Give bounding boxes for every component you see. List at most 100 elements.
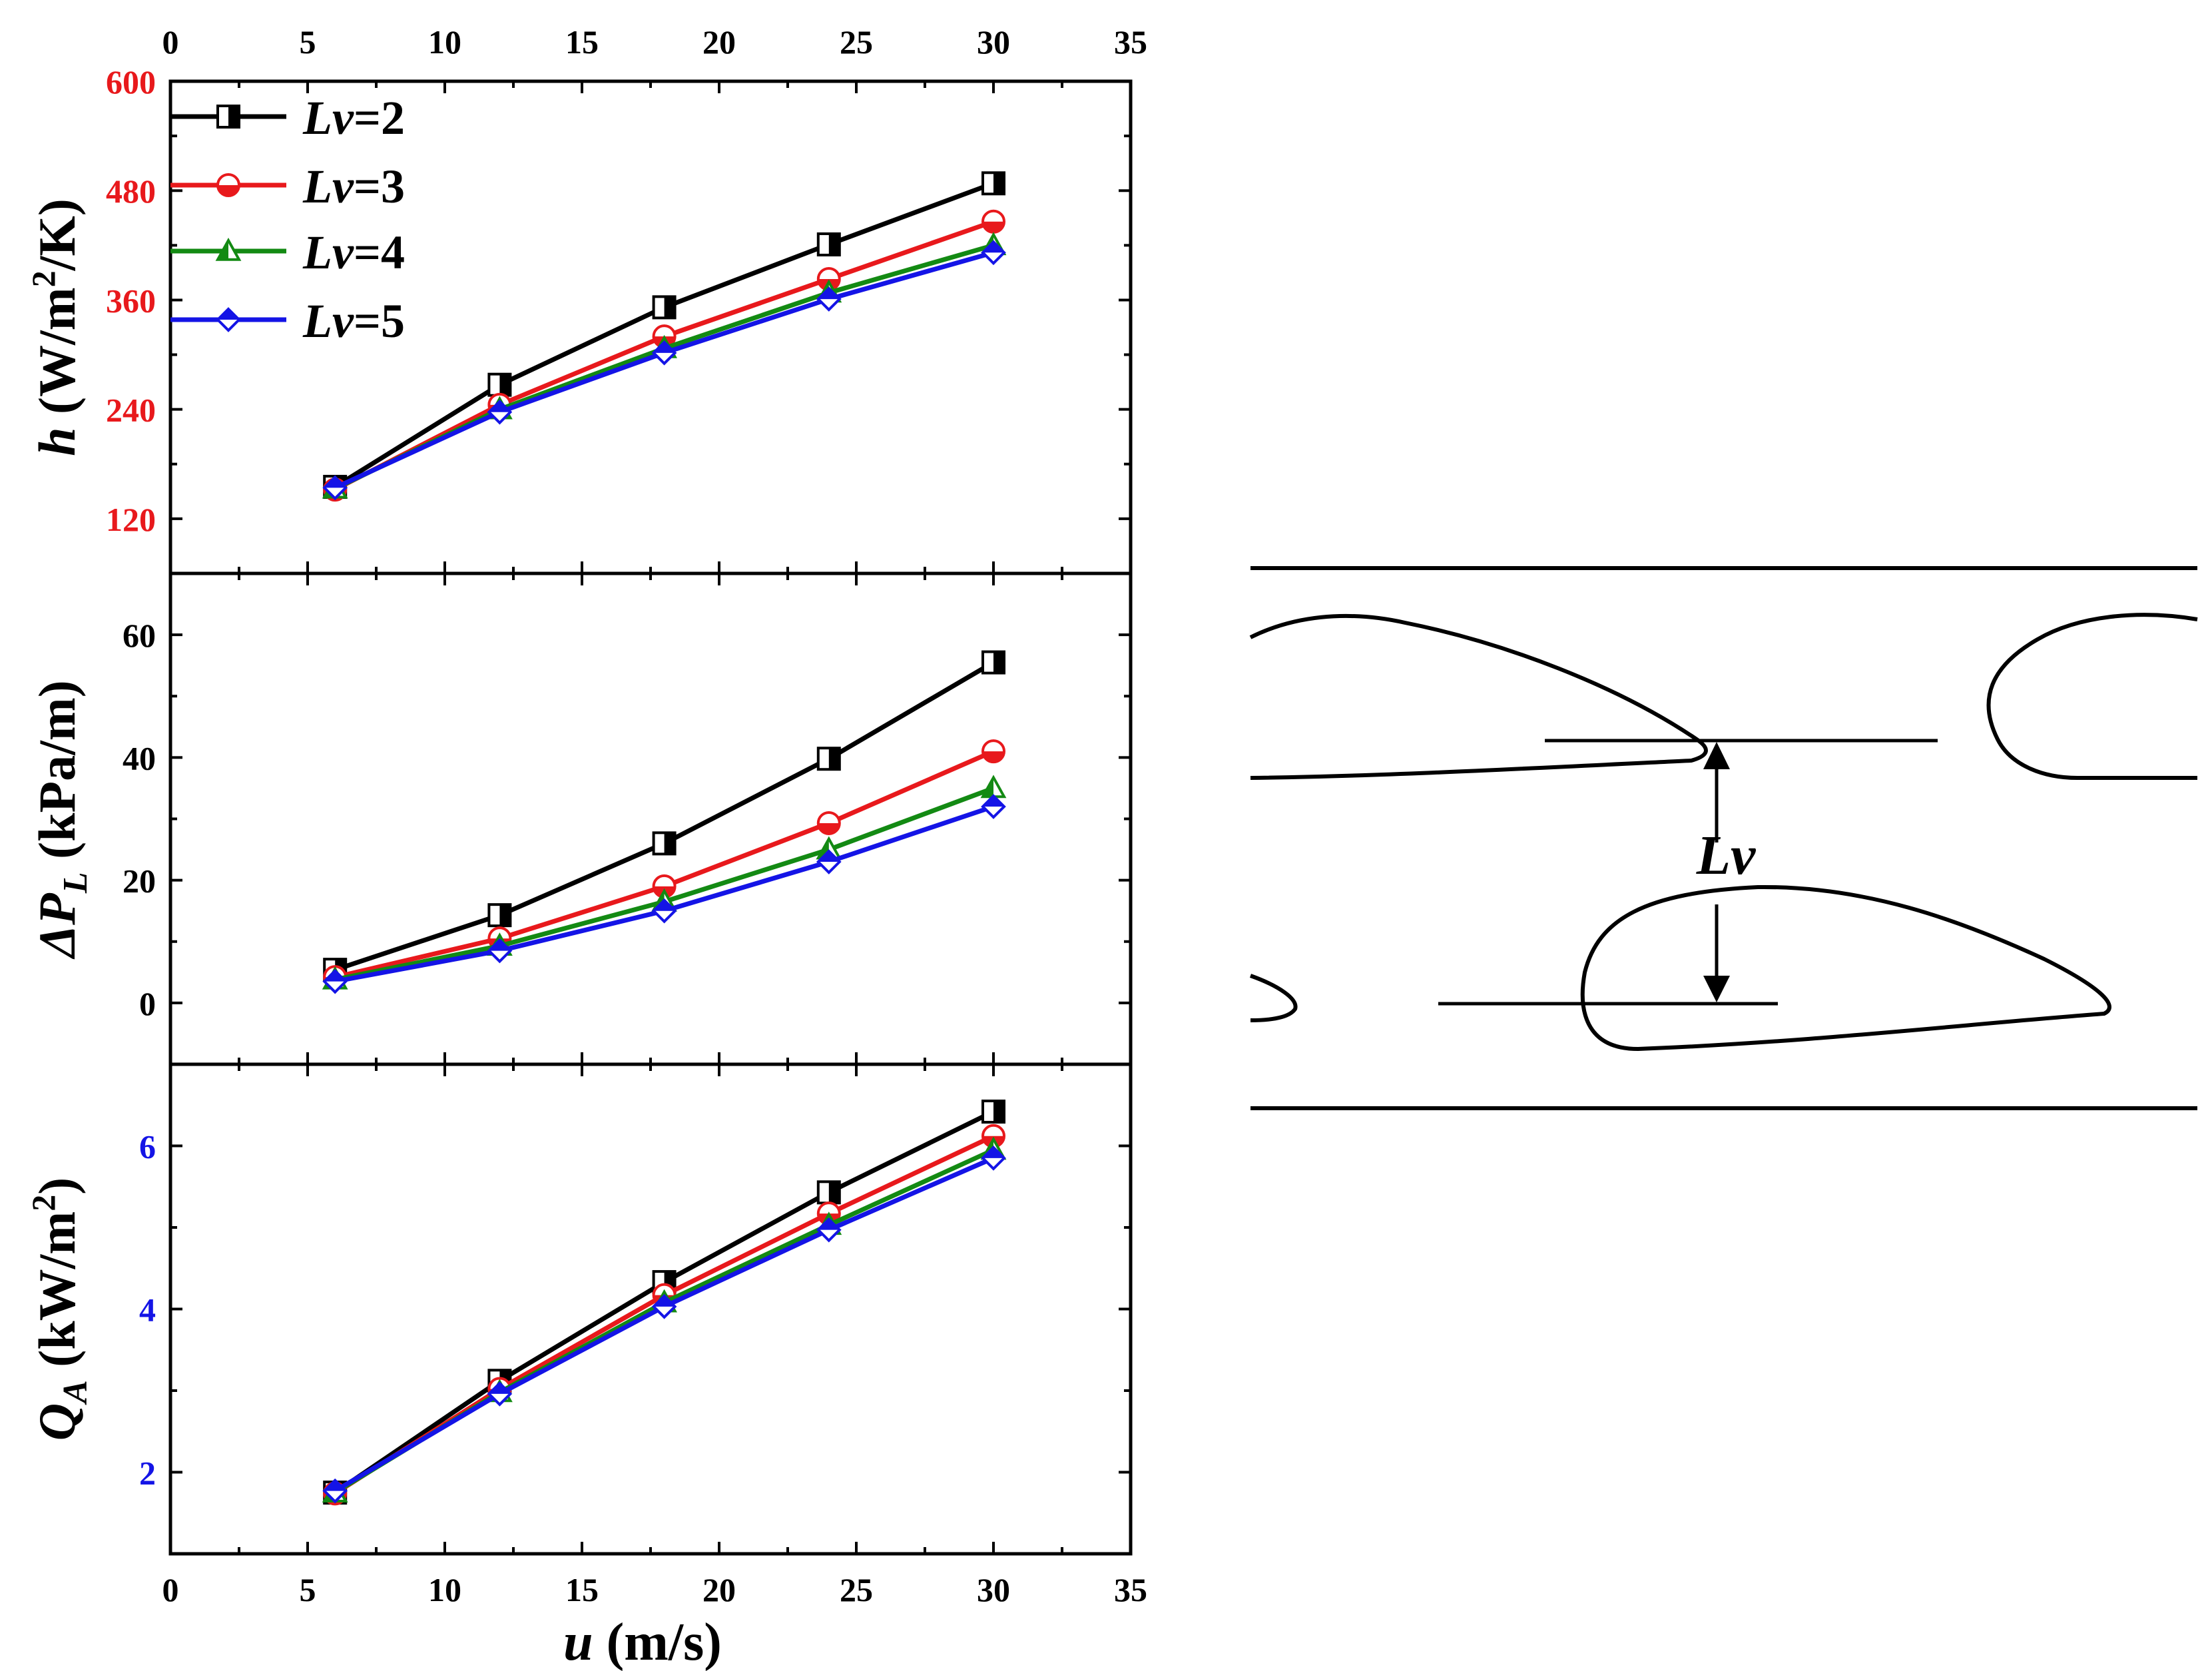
- data-point: [651, 340, 677, 366]
- data-point: [651, 1293, 677, 1319]
- y-axis-label-sup: 2: [25, 270, 62, 287]
- marker-fill: [983, 242, 1004, 253]
- legend-entry: Lv=5: [170, 294, 405, 348]
- marker-fill: [664, 296, 675, 318]
- upper-airfoil-left: [1249, 613, 1708, 780]
- y-axis-label-sub: A: [57, 1380, 95, 1405]
- panel-middle: 0 20 40 60 ΔPL (kPa/m): [28, 571, 1133, 1066]
- data-point: [981, 794, 1006, 819]
- y-tick-label: 4: [139, 1291, 156, 1329]
- x-tick-label: 20: [702, 23, 736, 61]
- marker-fill: [218, 240, 228, 260]
- data-point: [652, 831, 677, 856]
- marker-fill: [218, 309, 239, 320]
- schematic-lv-label: Lv: [1696, 825, 1757, 886]
- x-tick-label: 0: [162, 1571, 179, 1608]
- x-tick-label: 10: [428, 1571, 461, 1608]
- legend-label-prefix: Lv: [302, 160, 354, 213]
- x-tick-label: 15: [565, 1571, 599, 1608]
- marker-fill: [983, 221, 1004, 232]
- legend-label: Lv=2: [302, 91, 405, 145]
- x-tick-label: 0: [162, 23, 179, 61]
- panel-top: 120 240 360 480 600 h (W/m2/K): [25, 63, 1133, 575]
- y-axis-label-unit: (W/m: [28, 287, 86, 427]
- marker-fill: [818, 1219, 840, 1230]
- y-axis-label-var: Q: [28, 1403, 86, 1441]
- data-point: [816, 811, 841, 835]
- legend: Lv=2Lv=3Lv=4Lv=5: [170, 91, 405, 348]
- y-tick-label: 600: [106, 63, 156, 101]
- x-tick-label: 30: [977, 23, 1010, 61]
- marker-fill: [324, 970, 346, 982]
- data-point: [981, 1146, 1006, 1171]
- y-tick-label: 60: [123, 617, 156, 654]
- data-point: [981, 739, 1005, 764]
- marker-fill: [993, 1101, 1004, 1123]
- legend-label-value: =4: [354, 226, 405, 279]
- marker-fill: [993, 651, 1004, 673]
- marker-fill: [653, 342, 675, 353]
- data-point: [322, 968, 348, 994]
- marker-fill: [983, 751, 1004, 763]
- data-point: [652, 295, 677, 320]
- marker-fill: [489, 940, 511, 951]
- data-point: [487, 399, 513, 425]
- x-axis-label-unit: (m/s): [593, 1613, 722, 1671]
- marker-fill: [664, 833, 675, 854]
- marker-fill: [653, 900, 675, 911]
- legend-entry: Lv=3: [170, 160, 405, 213]
- marker-fill: [828, 748, 840, 770]
- marker-fill: [489, 1383, 511, 1394]
- legend-label-value: =3: [354, 160, 405, 213]
- data-point: [981, 209, 1005, 234]
- data-point: [981, 240, 1006, 266]
- x-axis-label: u (m/s): [563, 1613, 722, 1671]
- data-point: [816, 747, 841, 771]
- y-tick-label: 360: [106, 282, 156, 319]
- arrow-head-down: [1703, 976, 1730, 1002]
- y-tick-label: 120: [106, 501, 156, 538]
- data-point: [816, 1180, 841, 1205]
- y-axis-label: QA (kW/m2): [25, 1177, 95, 1441]
- legend-entry: Lv=4: [170, 226, 405, 279]
- marker-fill: [489, 401, 511, 412]
- lower-airfoil: [1580, 884, 2111, 1052]
- data-point: [487, 938, 513, 964]
- data-point: [816, 266, 841, 291]
- data-point: [651, 898, 677, 924]
- marker-fill: [499, 374, 511, 396]
- marker-fill: [324, 1480, 346, 1491]
- x-tick-labels-top: 0 5 10 15 20 25 30 35: [162, 23, 1148, 61]
- y-tick-label: 2: [139, 1455, 156, 1492]
- y-tick-label: 40: [123, 739, 156, 777]
- y-axis-label-unit: (kPa/m): [28, 680, 86, 872]
- y-tick-label: 20: [123, 862, 156, 900]
- y-axis-label-var: ΔP: [28, 892, 86, 960]
- y-axis-label-sub: L: [57, 872, 95, 894]
- arrow-head-up: [1703, 742, 1730, 769]
- y-tick-label: 240: [106, 392, 156, 429]
- marker-fill: [983, 777, 993, 797]
- legend-label-prefix: Lv: [302, 91, 354, 145]
- y-axis-label-unit-end: /K): [28, 198, 86, 271]
- data-point: [816, 232, 841, 256]
- y-axis-label-unit: (kW/m: [28, 1211, 86, 1381]
- y-axis-label: ΔPL (kPa/m): [28, 680, 95, 959]
- lower-airfoil-left-tail: [1249, 974, 1298, 1022]
- legend-label-value: =2: [354, 91, 405, 145]
- marker-fill: [983, 1147, 1004, 1158]
- x-tick-label: 35: [1114, 23, 1147, 61]
- data-point: [816, 849, 842, 874]
- x-tick-label: 35: [1114, 1571, 1147, 1608]
- marker-fill: [993, 172, 1004, 194]
- marker-fill: [818, 823, 840, 834]
- series-lv-5: [322, 240, 1006, 501]
- x-tick-label: 25: [840, 1571, 873, 1608]
- vortex-generator-schematic: [1249, 566, 2198, 1110]
- legend-label-prefix: Lv: [302, 226, 354, 279]
- x-tick-label: 25: [840, 23, 873, 61]
- marker-fill: [818, 850, 840, 862]
